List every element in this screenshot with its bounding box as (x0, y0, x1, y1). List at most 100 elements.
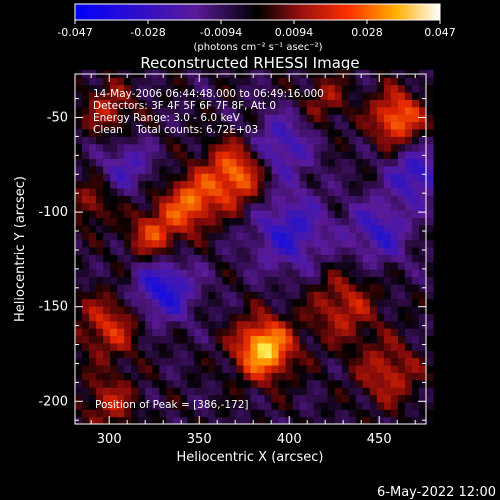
heatmap-cell (145, 379, 153, 388)
heatmap-cell (355, 379, 364, 388)
heatmap-cell (306, 246, 315, 255)
heatmap-cell (215, 283, 224, 292)
heatmap-cell (257, 246, 266, 255)
heatmap-cell (362, 187, 371, 196)
heatmap-cell (152, 350, 160, 359)
heatmap-cell (187, 151, 195, 159)
heatmap-cell (285, 335, 294, 344)
heatmap-cell (334, 77, 343, 86)
heatmap-cell (327, 364, 336, 373)
heatmap-cell (250, 143, 259, 152)
heatmap-cell (208, 357, 216, 366)
heatmap-cell (327, 409, 336, 418)
heatmap-cell (138, 261, 146, 270)
heatmap-cell (362, 313, 371, 322)
heatmap-cell (110, 84, 118, 93)
heatmap-cell (187, 350, 195, 359)
heatmap-cell (348, 269, 357, 278)
heatmap-cell (426, 320, 434, 329)
heatmap-cell (355, 210, 364, 219)
heatmap-cell (397, 106, 406, 115)
heatmap-cell (131, 165, 139, 174)
heatmap-cell (299, 114, 308, 123)
heatmap-cell (285, 357, 294, 366)
heatmap-cell (376, 298, 385, 307)
heatmap-cell (418, 239, 427, 248)
heatmap-cell (271, 106, 280, 115)
heatmap-cell (250, 91, 259, 100)
heatmap-cell (243, 224, 252, 233)
heatmap-cell (173, 210, 181, 219)
heatmap-cell (250, 232, 259, 241)
heatmap-cell (426, 401, 434, 410)
heatmap-cell (222, 151, 231, 159)
heatmap-cell (110, 121, 118, 130)
heatmap-cell (397, 158, 406, 167)
heatmap-cell (138, 232, 146, 241)
heatmap-cell (124, 283, 132, 292)
heatmap-cell (131, 77, 139, 86)
heatmap-cell (159, 269, 167, 278)
heatmap-cell (75, 246, 83, 255)
heatmap-cell (96, 261, 104, 270)
heatmap-cell (236, 364, 245, 373)
heatmap-cell (334, 217, 343, 226)
heatmap-cell (320, 305, 329, 314)
heatmap-cell (208, 313, 216, 322)
heatmap-cell (187, 91, 195, 100)
heatmap-cell (299, 291, 308, 300)
heatmap-cell (390, 224, 399, 233)
heatmap-cell (145, 217, 153, 226)
heatmap-cell (110, 372, 118, 381)
heatmap-cell (173, 372, 181, 381)
heatmap-cell (313, 224, 322, 233)
heatmap-cell (404, 158, 413, 167)
heatmap-cell (117, 202, 125, 211)
heatmap-cell (75, 357, 83, 366)
heatmap-cell (341, 416, 350, 425)
heatmap-cell (131, 224, 139, 233)
heatmap-cell (362, 305, 371, 314)
heatmap-cell (159, 217, 167, 226)
heatmap-cell (173, 394, 181, 403)
heatmap-cell (187, 173, 195, 182)
heatmap-cell (208, 106, 216, 115)
heatmap-cell (257, 136, 266, 145)
heatmap-cell (313, 276, 322, 285)
heatmap-cell (376, 121, 385, 130)
heatmap-cell (257, 372, 266, 381)
heatmap-cell (117, 394, 125, 403)
heatmap-cell (264, 261, 273, 270)
heatmap-cell (313, 165, 322, 174)
heatmap-cell (418, 401, 427, 410)
heatmap-cell (397, 379, 406, 388)
heatmap-cell (138, 91, 146, 100)
heatmap-cell (208, 195, 216, 204)
heatmap-cell (362, 224, 371, 233)
heatmap-cell (229, 143, 238, 152)
heatmap-cell (208, 364, 216, 373)
heatmap-cell (215, 291, 224, 300)
heatmap-cell (215, 224, 224, 233)
heatmap-cell (201, 106, 209, 115)
heatmap-cell (152, 151, 160, 159)
heatmap-cell (327, 91, 336, 100)
heatmap-cell (306, 305, 315, 314)
heatmap-cell (173, 357, 181, 366)
heatmap-cell (369, 173, 378, 182)
heatmap-cell (257, 217, 266, 226)
heatmap-cell (355, 239, 364, 248)
heatmap-cell (426, 224, 434, 233)
heatmap-cell (348, 401, 357, 410)
heatmap-cell (152, 261, 160, 270)
heatmap-cell (292, 121, 301, 130)
heatmap-cell (166, 143, 174, 152)
heatmap-cell (348, 335, 357, 344)
heatmap-cell (376, 291, 385, 300)
heatmap-cell (173, 239, 181, 248)
heatmap-cell (166, 158, 174, 167)
heatmap-cell (208, 416, 216, 425)
heatmap-cell (201, 165, 209, 174)
heatmap-cell (229, 350, 238, 359)
heatmap-cell (271, 254, 280, 263)
